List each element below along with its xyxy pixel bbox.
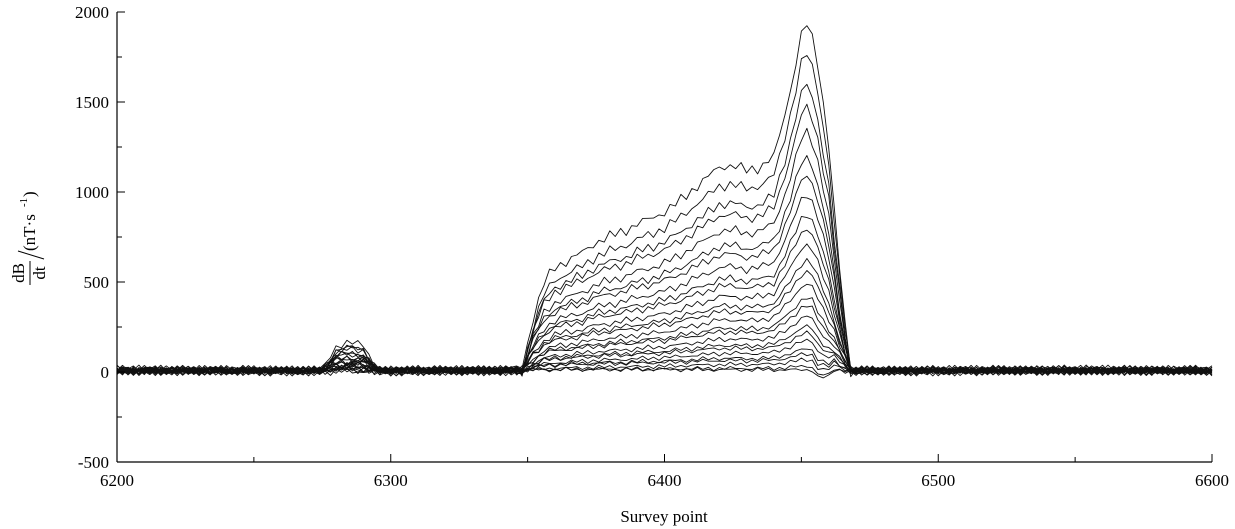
y-tick-label: 500 <box>84 273 110 292</box>
y-axis-denominator: dt <box>30 266 49 280</box>
y-tick-label: 2000 <box>75 3 109 22</box>
series-line-14 <box>116 283 1213 377</box>
series-line-13 <box>116 270 1213 376</box>
series-line-23 <box>116 357 1213 377</box>
y-axis-slash <box>17 250 45 260</box>
y-tick-label: 0 <box>101 363 110 382</box>
series-line-4 <box>116 103 1213 376</box>
x-tick-label: 6400 <box>648 471 682 490</box>
series-line-12 <box>116 258 1213 377</box>
x-tick-label: 6600 <box>1195 471 1229 490</box>
y-axis-unit-exponent: -1 <box>18 198 30 207</box>
series-line-7 <box>116 175 1213 376</box>
x-axis-title: Survey point <box>620 507 708 526</box>
y-tick-label: -500 <box>78 453 109 472</box>
y-tick-label: 1000 <box>75 183 109 202</box>
series-line-10 <box>116 229 1213 376</box>
y-axis-title: dB dt (nT·s -1 ) <box>9 191 49 285</box>
x-tick-label: 6500 <box>921 471 955 490</box>
series-layer <box>116 25 1213 379</box>
tick-labels: -500 0 500 1000 1500 2000 6200 6300 6400 6500 6600 <box>75 3 1229 490</box>
series-line-15 <box>116 297 1213 377</box>
series-line-25 <box>117 365 1213 379</box>
y-axis-unit: (nT·s <box>20 214 39 251</box>
y-axis-numerator: dB <box>9 263 28 283</box>
axes <box>116 11 1213 463</box>
x-tick-label: 6300 <box>374 471 408 490</box>
x-tick-label: 6200 <box>100 471 134 490</box>
y-tick-label: 1500 <box>75 93 109 112</box>
y-axis-unit-close: ) <box>20 191 39 197</box>
series-line-5 <box>116 127 1213 377</box>
